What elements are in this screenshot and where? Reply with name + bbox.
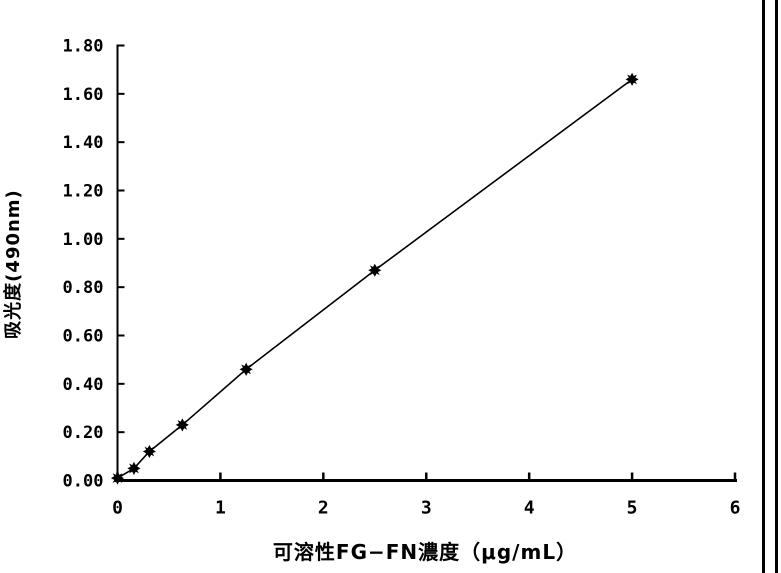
y-tick-label: 1.20 bbox=[63, 182, 104, 202]
data-series bbox=[110, 72, 639, 485]
y-tick-label: 0.00 bbox=[63, 472, 104, 492]
data-point-marker bbox=[127, 461, 141, 475]
data-point-marker bbox=[175, 418, 189, 432]
data-point-marker bbox=[239, 362, 253, 376]
x-tick-label: 4 bbox=[524, 498, 535, 519]
data-point-marker bbox=[625, 72, 639, 86]
x-tick-label: 1 bbox=[215, 498, 226, 519]
y-tick-label: 1.00 bbox=[63, 230, 104, 250]
data-point-marker bbox=[142, 444, 156, 459]
right-border-inner-line bbox=[762, 0, 765, 573]
x-tick-label: 2 bbox=[318, 498, 329, 519]
y-tick-label: 0.40 bbox=[63, 375, 104, 395]
y-tick-label: 0.20 bbox=[63, 423, 104, 443]
data-point-marker bbox=[368, 263, 382, 277]
x-axis-label: 可溶性FG−FN濃度（μg/mL） bbox=[272, 540, 578, 564]
x-tick-label: 6 bbox=[730, 498, 741, 519]
y-axis: 0.00 0.20 0.40 0.60 0.80 1.00 1.20 1.40 1.60 1.80 bbox=[63, 37, 125, 492]
x-axis: 0 1 2 3 4 5 6 bbox=[112, 472, 741, 519]
data-point-marker bbox=[110, 471, 125, 485]
y-tick-label: 0.80 bbox=[63, 278, 104, 298]
y-tick-label: 1.40 bbox=[63, 133, 104, 153]
right-border-outer-line bbox=[775, 0, 778, 573]
y-axis-label: 吸光度(490nm) bbox=[3, 189, 24, 339]
x-tick-label: 3 bbox=[421, 498, 432, 519]
x-tick-label: 0 bbox=[112, 498, 123, 519]
y-tick-label: 1.60 bbox=[63, 85, 104, 105]
x-tick-label: 5 bbox=[627, 498, 638, 519]
y-tick-label: 0.60 bbox=[63, 327, 104, 347]
y-tick-label: 1.80 bbox=[63, 37, 104, 57]
series-line bbox=[117, 78, 633, 479]
